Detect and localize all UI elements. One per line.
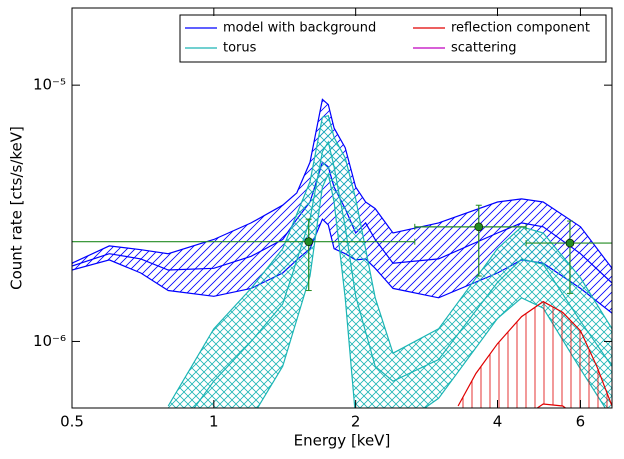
x-axis-label: Energy [keV] xyxy=(294,432,391,450)
x-tick-label: 0.5 xyxy=(60,413,84,431)
data-point xyxy=(304,237,314,247)
plot-area xyxy=(72,98,612,408)
data-point xyxy=(565,238,575,248)
series-line xyxy=(72,98,612,269)
series-line xyxy=(457,300,612,407)
series-line xyxy=(536,403,567,408)
legend: model with background torus reflection com… xyxy=(179,14,607,63)
series-line xyxy=(256,172,606,408)
band-hatch xyxy=(458,301,612,408)
legend-label: scattering xyxy=(451,41,517,56)
y-tick-label: 10⁻⁵ xyxy=(33,76,66,94)
axes-frame xyxy=(71,7,613,409)
band-hatch xyxy=(168,115,612,408)
x-tick-label: 1 xyxy=(209,413,219,431)
x-tick-label: 2 xyxy=(351,413,361,431)
legend-box xyxy=(179,14,607,63)
legend-label: model with background xyxy=(223,21,376,36)
series-line xyxy=(193,140,612,408)
legend-label: torus xyxy=(223,41,257,56)
legend-label: reflection component xyxy=(451,21,590,36)
y-axis-label: Count rate [cts/s/keV] xyxy=(8,126,26,290)
y-tick-label: 10⁻⁶ xyxy=(33,332,66,350)
x-tick-label: 4 xyxy=(493,413,503,431)
data-point xyxy=(474,222,484,232)
series-line xyxy=(167,114,612,407)
x-tick-label: 6 xyxy=(576,413,586,431)
